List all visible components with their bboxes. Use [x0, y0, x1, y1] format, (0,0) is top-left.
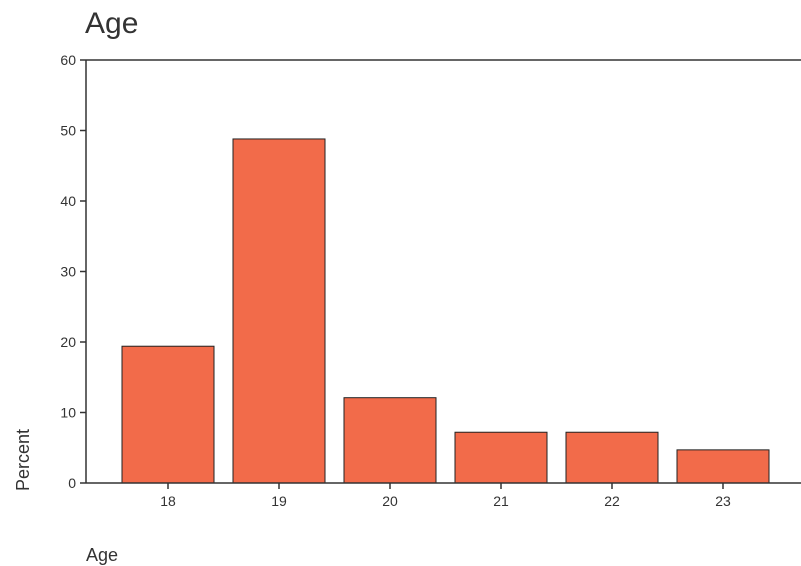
y-tick-label: 10 — [60, 405, 76, 421]
bar-22 — [565, 431, 659, 484]
x-axis-label: Age — [86, 545, 118, 565]
y-axis-ticks: 0 10 20 30 40 50 60 — [60, 52, 86, 491]
chart-title: Age — [85, 7, 138, 40]
x-tick-label: 18 — [160, 493, 176, 509]
x-tick-label: 20 — [382, 493, 398, 509]
x-tick-label: 22 — [604, 493, 620, 509]
x-axis-ticks: 18 19 20 21 22 23 — [160, 483, 731, 509]
bar-20 — [343, 397, 437, 484]
y-tick-label: 20 — [60, 334, 76, 350]
y-tick-label: 30 — [60, 264, 76, 280]
bar-23 — [676, 449, 770, 484]
bar-19 — [232, 138, 326, 484]
y-tick-label: 40 — [60, 193, 76, 209]
bars-group — [121, 138, 770, 484]
bar-21 — [454, 431, 548, 484]
y-tick-label: 0 — [68, 475, 76, 491]
y-tick-label: 60 — [60, 52, 76, 68]
x-tick-label: 23 — [715, 493, 731, 509]
y-axis-label: Percent — [13, 429, 33, 491]
x-tick-label: 19 — [271, 493, 287, 509]
bar-18 — [121, 345, 215, 484]
x-tick-label: 21 — [493, 493, 509, 509]
y-tick-label: 50 — [60, 123, 76, 139]
